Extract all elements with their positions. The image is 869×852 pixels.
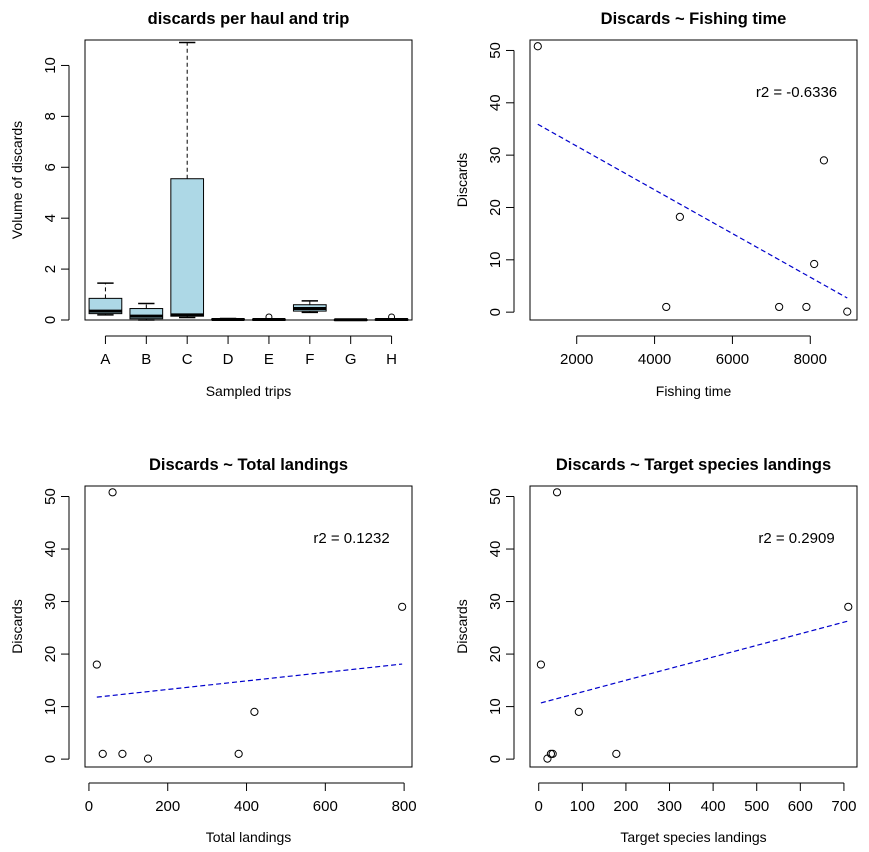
panel-4-y-tick-label: 0 <box>487 755 504 763</box>
panel-1-y-tick-label: 4 <box>42 214 59 222</box>
panel-4-y-tick-label: 50 <box>487 488 504 505</box>
panel-3-data-point <box>143 754 153 763</box>
panel-3-x-axis-label: Total landings <box>206 829 292 845</box>
panel-1-x-tick-label: D <box>223 351 234 368</box>
panel-1-x-tick-label: C <box>182 351 193 368</box>
panel-1-y-axis-label: Volume of discards <box>9 121 25 239</box>
panel-1-box-B <box>129 308 164 320</box>
panel-3-data-point <box>98 749 107 758</box>
panel-4-data-point <box>546 749 556 758</box>
panel-2-data-point <box>819 156 829 165</box>
panel-4-x-tick-label: 300 <box>657 798 682 815</box>
panel-1-x-tick-label: B <box>141 351 151 368</box>
panel-1-y-tick-label: 2 <box>42 265 59 273</box>
panel-1-y-tick-label: 8 <box>42 112 59 120</box>
panel-1-y-tick-label: 0 <box>42 316 59 324</box>
panel-2-y-tick-label: 20 <box>487 199 504 216</box>
panel-2-data-point <box>775 302 784 312</box>
panel-4-data-point <box>548 749 557 758</box>
panel-4-x-tick-label: 600 <box>788 798 813 815</box>
panel-3-data-point <box>92 660 101 669</box>
panel-3-x-tick-label: 800 <box>392 798 417 815</box>
panel-2-data-point <box>843 307 852 316</box>
panel-1-box-C <box>170 178 205 317</box>
panel-2-data-point <box>662 302 671 312</box>
panel-1-x-tick-label: G <box>345 351 357 368</box>
panel-4-y-tick-label: 10 <box>487 698 504 715</box>
panel-4-r2-annotation: r2 = 0.2909 <box>758 530 834 547</box>
panel-2-fit-line <box>537 123 848 299</box>
panel-1-plot-frame <box>84 39 413 321</box>
panel-3-y-tick-label: 0 <box>42 755 59 763</box>
panel-2-x-tick-label: 2000 <box>560 351 593 368</box>
panel-4-fit-line <box>540 620 849 704</box>
panel-2-data-point <box>802 302 811 312</box>
panel-2-plot-frame <box>529 39 858 321</box>
panel-1-x-tick-label: E <box>264 351 274 368</box>
panel-3-x-tick-label: 400 <box>234 798 259 815</box>
panel-2-data-point <box>675 212 684 221</box>
panel-3-x-tick-label: 600 <box>313 798 338 815</box>
panel-2-data-point <box>810 259 819 269</box>
panel-2-y-axis-label: Discards <box>454 153 470 207</box>
panel-4-data-point <box>844 602 853 611</box>
panel-2-title: Discards ~ Fishing time <box>601 10 787 28</box>
panel-3-y-tick-label: 50 <box>42 488 59 505</box>
panel-3-data-point <box>108 488 117 497</box>
panel-2-x-tick-label: 4000 <box>638 351 671 368</box>
panel-2-y-tick-label: 50 <box>487 42 504 59</box>
panel-2-y-tick-label: 30 <box>487 147 504 164</box>
panel-3-y-tick-label: 10 <box>42 698 59 715</box>
panel-2-y-tick-label: 0 <box>487 308 504 316</box>
panel-1-x-tick-label: F <box>305 351 314 368</box>
panel-4-plot-frame <box>529 485 858 768</box>
panel-4-x-tick-label: 0 <box>535 798 543 815</box>
panel-4-y-axis-label: Discards <box>454 599 470 653</box>
panel-4-data-point <box>536 660 546 669</box>
panel-3-data-point <box>250 707 259 716</box>
panel-4-x-tick-label: 500 <box>744 798 769 815</box>
panel-3-title: Discards ~ Total landings <box>149 456 348 474</box>
panel-3-plot-frame <box>84 485 413 768</box>
panel-4-y-tick-label: 40 <box>487 541 504 558</box>
panel-1-y-tick-label: 6 <box>42 163 59 171</box>
panel-1-x-axis-label: Sampled trips <box>206 383 292 399</box>
panel-1-y-tick-label: 10 <box>42 57 59 74</box>
panel-4-title: Discards ~ Target species landings <box>556 456 831 474</box>
panel-4-y-tick-label: 30 <box>487 593 504 610</box>
panel-3-y-axis-label: Discards <box>9 599 25 653</box>
panel-3-data-point <box>234 749 243 758</box>
panel-4-x-tick-label: 700 <box>831 798 856 815</box>
panel-4-x-tick-label: 400 <box>701 798 726 815</box>
panel-4-data-point <box>552 488 562 497</box>
panel-4-x-axis-label: Target species landings <box>620 829 766 845</box>
panel-2-x-tick-label: 6000 <box>716 351 749 368</box>
panel-3-y-tick-label: 30 <box>42 593 59 610</box>
panel-2-y-tick-label: 40 <box>487 94 504 111</box>
panel-3-x-tick-label: 200 <box>155 798 180 815</box>
panel-3-data-point <box>398 602 407 611</box>
panel-1-title: discards per haul and trip <box>148 10 350 28</box>
panel-4-data-point <box>612 749 621 758</box>
panel-3-y-tick-label: 40 <box>42 541 59 558</box>
panel-4-x-tick-label: 200 <box>613 798 638 815</box>
panel-4-x-tick-label: 100 <box>570 798 595 815</box>
panel-4-data-point <box>574 707 583 716</box>
panel-3-y-tick-label: 20 <box>42 646 59 663</box>
panel-2-x-tick-label: 8000 <box>794 351 827 368</box>
panel-3-x-tick-label: 0 <box>85 798 93 815</box>
panel-2-y-tick-label: 10 <box>487 251 504 268</box>
panel-2-r2-annotation: r2 = -0.6336 <box>756 84 837 101</box>
panel-3-r2-annotation: r2 = 0.1232 <box>313 530 389 547</box>
panel-3-fit-line <box>96 663 403 698</box>
panel-3-data-point <box>118 749 127 758</box>
panel-4-y-tick-label: 20 <box>487 646 504 663</box>
panel-2-x-axis-label: Fishing time <box>656 383 732 399</box>
panel-2-data-point <box>533 42 542 51</box>
panel-1-x-tick-label: H <box>386 351 397 368</box>
panel-1-x-tick-label: A <box>100 351 110 368</box>
